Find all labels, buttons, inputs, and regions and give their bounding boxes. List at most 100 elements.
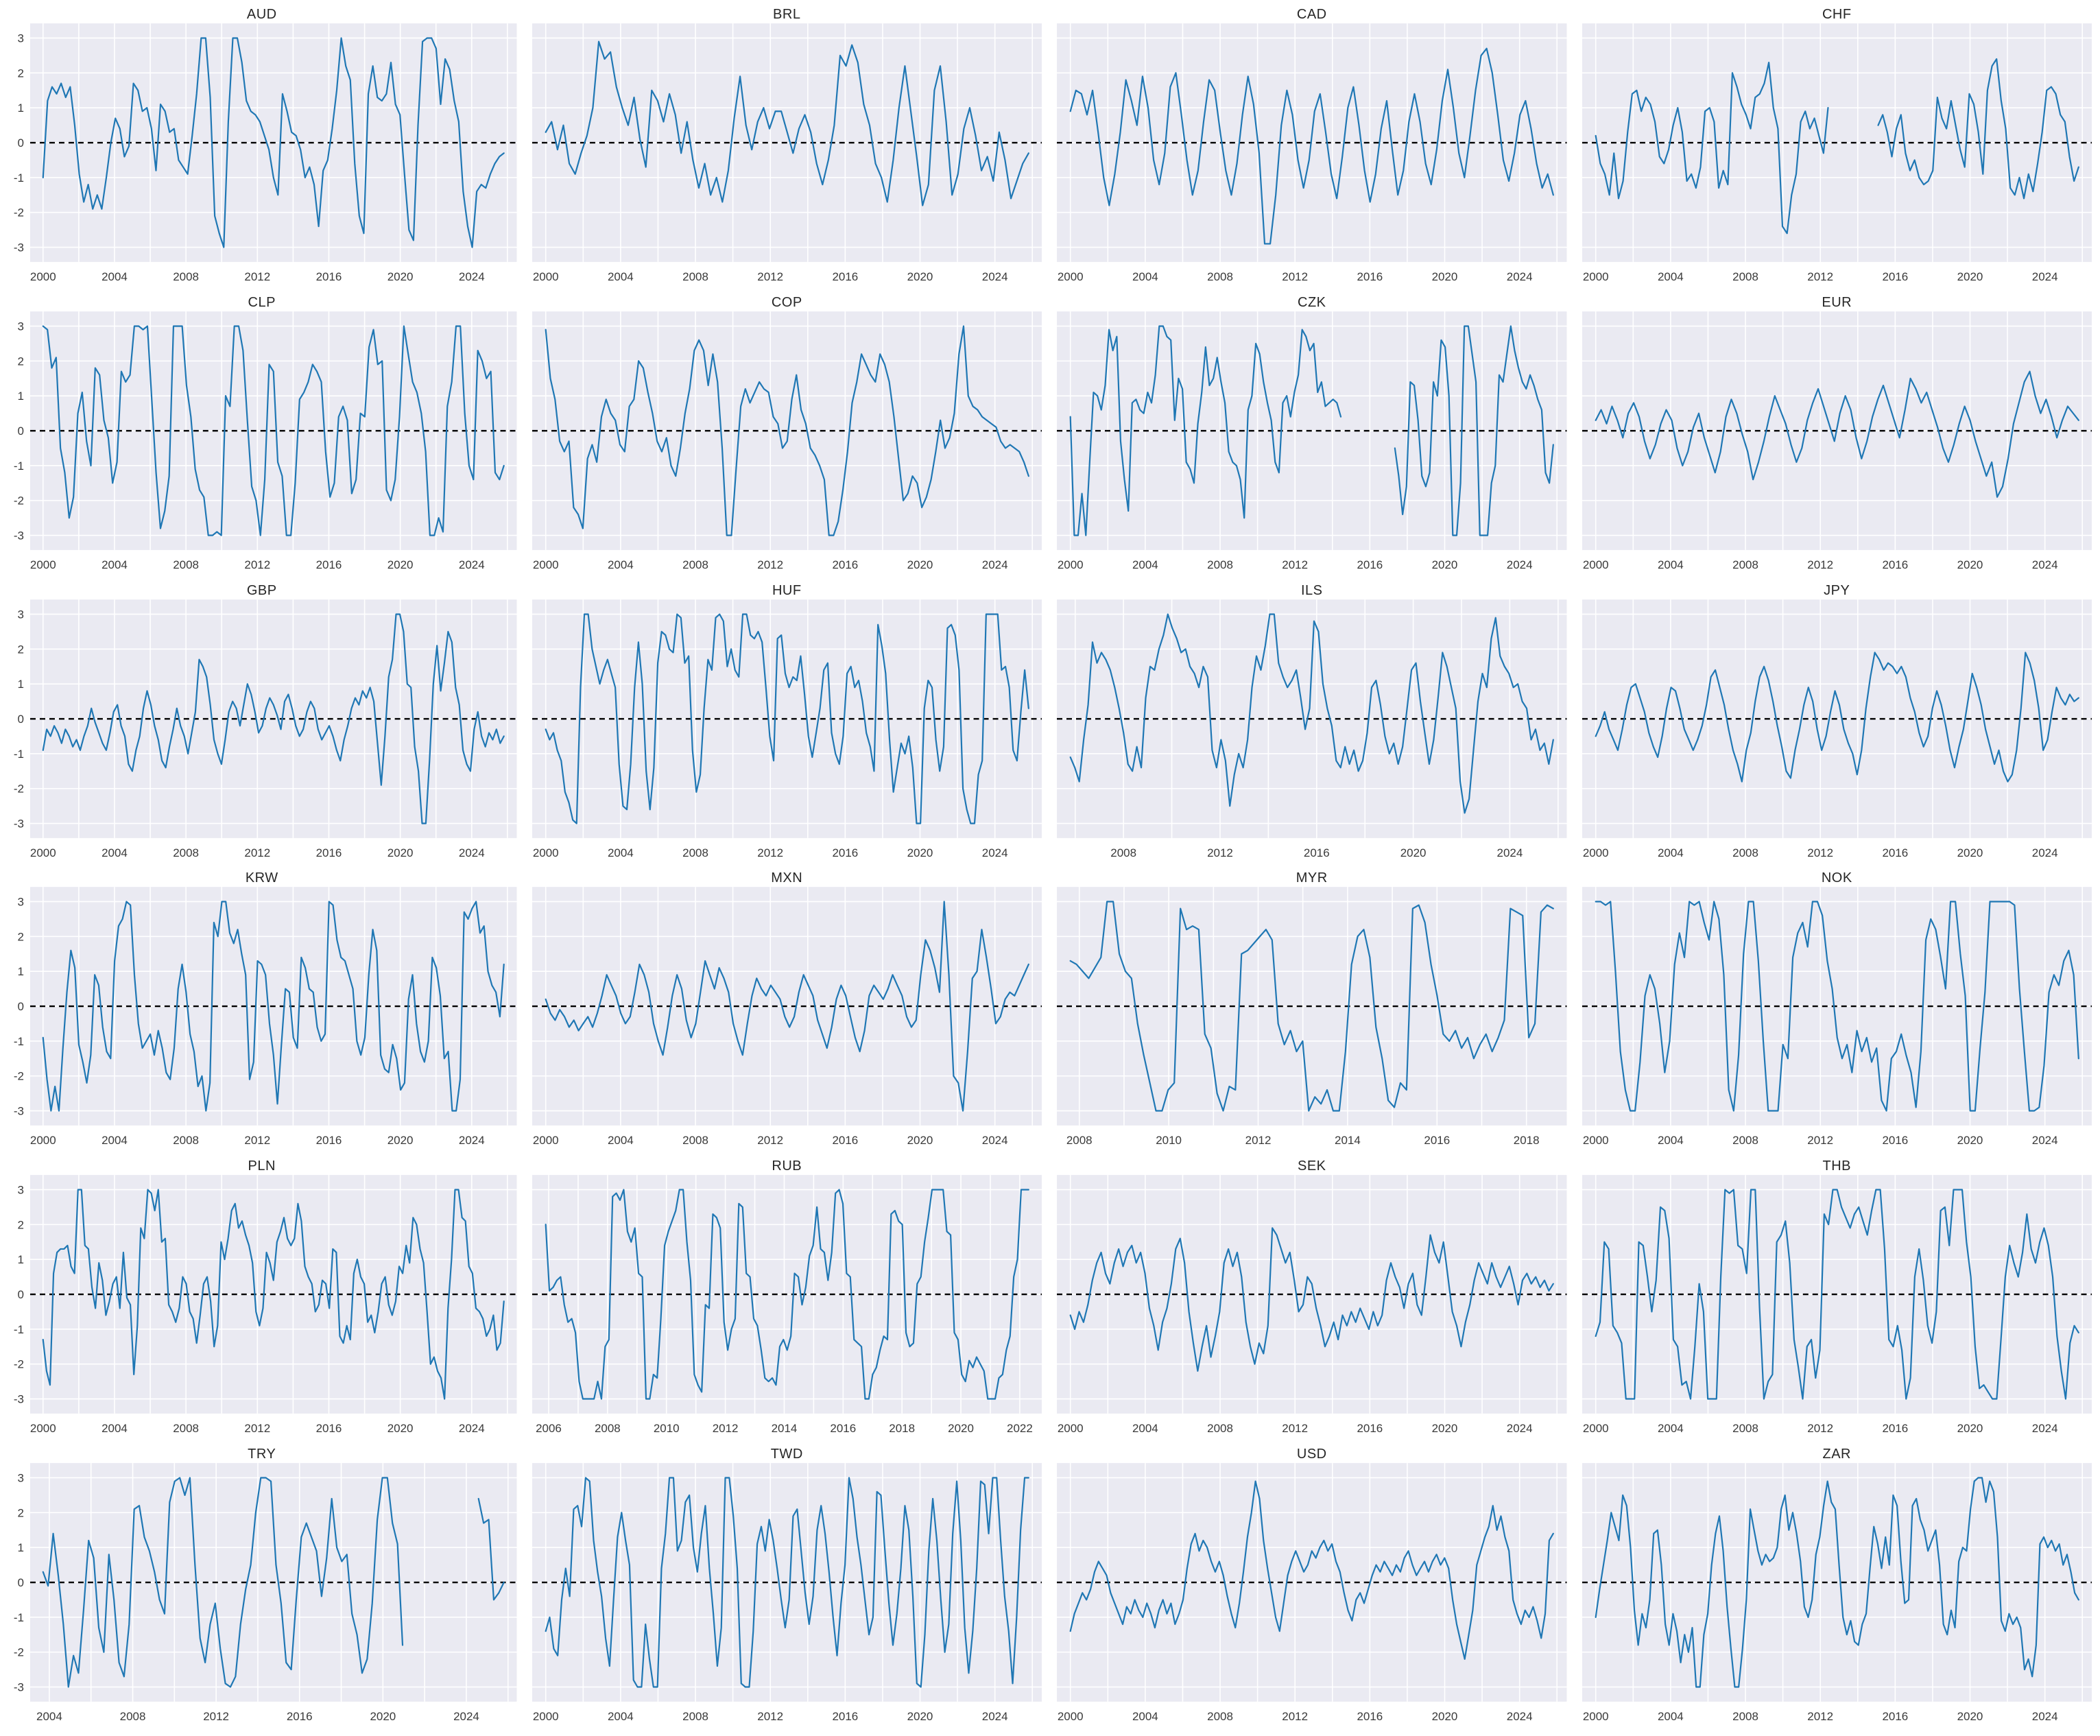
x-tick-label: 2008 xyxy=(1110,846,1136,859)
line-chart: 2000 2004 2008 2012 2016 2020 2024 xyxy=(532,599,1042,859)
line-chart: 2000 2004 2008 2012 2016 2020 2024 xyxy=(1057,23,1567,283)
x-tick-label: 2008 xyxy=(173,846,199,859)
x-tick-label: 2024 xyxy=(981,846,1007,859)
x-tick-label: 2016 xyxy=(316,558,342,571)
chart-panel-usd: USD 2000 2004 2008 2012 2016 2020 2024 xyxy=(1057,1445,1567,1731)
x-tick-label: 2004 xyxy=(1657,846,1683,859)
x-tick-label: 2008 xyxy=(682,558,708,571)
chart-panel-aud: AUD 2000 2004 2008 2012 2016 2020 2024 3 2 1 0 -1 -2 -… xyxy=(7,5,517,291)
x-tick-label: 2024 xyxy=(1497,846,1523,859)
x-tick-label: 2008 xyxy=(682,1710,708,1723)
x-tick-label: 2000 xyxy=(532,1710,558,1723)
x-tick-label: 2004 xyxy=(36,1710,62,1723)
x-tick-label: 2004 xyxy=(102,1422,128,1435)
panel-title: JPY xyxy=(1824,582,1850,598)
x-tick-label: 2020 xyxy=(370,1710,396,1723)
x-tick-label: 2020 xyxy=(907,1134,933,1147)
x-tick-label: 2020 xyxy=(387,558,414,571)
x-tick-label: 2024 xyxy=(981,558,1007,571)
y-tick-label: 2 xyxy=(18,931,24,944)
x-tick-label: 2020 xyxy=(907,270,933,283)
series-line xyxy=(42,37,505,248)
x-tick-label: 2012 xyxy=(1245,1134,1272,1147)
x-tick-label: 2020 xyxy=(907,1710,933,1723)
line-chart: 2000 2004 2008 2012 2016 2020 2024 xyxy=(1582,887,2092,1147)
x-tick-label: 2016 xyxy=(832,558,858,571)
series-line xyxy=(545,613,1029,824)
y-tick-label: 2 xyxy=(18,355,24,368)
y-tick-label: -2 xyxy=(14,1646,24,1659)
x-tick-label: 2014 xyxy=(1335,1134,1361,1147)
panel-title: USD xyxy=(1296,1447,1327,1462)
x-tick-label: 2004 xyxy=(1132,270,1158,283)
chart-panel-myr: MYR 2008 2010 2012 2014 2016 2018 xyxy=(1057,869,1567,1154)
series-line xyxy=(1069,901,1554,1113)
x-tick-label: 2016 xyxy=(1882,558,1908,571)
x-tick-label: 2012 xyxy=(244,558,270,571)
series-line xyxy=(1595,1477,2079,1688)
x-tick-label: 2020 xyxy=(387,846,414,859)
series-line xyxy=(545,901,1029,1113)
series-line xyxy=(42,901,505,1113)
y-tick-label: 0 xyxy=(18,425,24,438)
series-line xyxy=(1595,370,2079,498)
y-tick-label: 0 xyxy=(18,1000,24,1013)
x-tick-label: 2008 xyxy=(173,558,199,571)
y-tick-label: 1 xyxy=(18,1541,24,1554)
x-tick-label: 2012 xyxy=(1807,270,1833,283)
x-tick-label: 2016 xyxy=(1882,270,1908,283)
x-tick-label: 2024 xyxy=(459,1422,485,1435)
x-tick-label: 2004 xyxy=(1657,1710,1683,1723)
y-tick-label: -2 xyxy=(14,495,24,508)
panel-title: RUB xyxy=(772,1158,802,1174)
y-tick-label: 2 xyxy=(18,67,24,80)
panel-title: NOK xyxy=(1821,870,1852,886)
x-tick-label: 2012 xyxy=(1807,846,1833,859)
panel-title: EUR xyxy=(1822,294,1852,310)
x-tick-label: 2004 xyxy=(607,846,633,859)
x-tick-label: 2008 xyxy=(1732,1710,1758,1723)
x-tick-label: 2008 xyxy=(173,1422,199,1435)
panel-title: CZK xyxy=(1298,294,1326,310)
series-line xyxy=(42,325,505,536)
x-tick-label: 2024 xyxy=(1507,270,1533,283)
y-tick-label: 1 xyxy=(18,390,24,403)
y-tick-label: 3 xyxy=(18,32,24,45)
series-line xyxy=(1069,1480,1554,1661)
chart-panel-eur: EUR 2000 2004 2008 2012 2016 2020 2024 xyxy=(1582,294,2092,579)
x-tick-label: 2020 xyxy=(387,1134,414,1147)
y-tick-label: 1 xyxy=(18,1253,24,1266)
x-tick-label: 2020 xyxy=(907,558,933,571)
y-tick-label: 3 xyxy=(18,608,24,621)
x-tick-label: 2024 xyxy=(1507,1710,1533,1723)
series-line xyxy=(545,40,1029,206)
x-tick-label: 2012 xyxy=(1807,1134,1833,1147)
x-tick-label: 2008 xyxy=(1732,1422,1758,1435)
line-chart: 2000 2004 2008 2012 2016 2020 2024 3 2 1 0 -1 -2 -3 xyxy=(14,599,517,859)
chart-panel-nok: NOK 2000 2004 2008 2012 2016 2020 2024 xyxy=(1582,869,2092,1154)
chart-panel-sek: SEK 2000 2004 2008 2012 2016 2020 2024 xyxy=(1057,1157,1567,1442)
panel-title: PLN xyxy=(248,1158,276,1174)
panel-title: SEK xyxy=(1297,1158,1326,1174)
x-tick-label: 2012 xyxy=(244,846,270,859)
chart-panel-rub: RUB 2006 2008 2010 2012 2014 2016 2018 2020 2022 xyxy=(532,1157,1042,1442)
y-tick-label: -2 xyxy=(14,782,24,795)
panel-title: TWD xyxy=(770,1447,803,1462)
panel-title: CLP xyxy=(248,294,276,310)
panel-title: MXN xyxy=(771,870,803,886)
chart-panel-ils: ILS 2008 2012 2016 2020 2024 xyxy=(1057,582,1567,867)
y-tick-label: 0 xyxy=(18,1576,24,1589)
panel-title: MYR xyxy=(1296,870,1328,886)
x-tick-label: 2020 xyxy=(1957,1422,1983,1435)
line-chart: 2004 2008 2012 2016 2020 2024 3 2 1 0 -1 -2 -3 xyxy=(14,1463,517,1723)
y-tick-label: -2 xyxy=(14,206,24,219)
x-tick-label: 2018 xyxy=(1514,1134,1540,1147)
x-tick-label: 2012 xyxy=(1807,1422,1833,1435)
x-tick-label: 2016 xyxy=(316,1134,342,1147)
x-tick-label: 2012 xyxy=(1207,846,1233,859)
x-tick-label: 2004 xyxy=(1657,1422,1683,1435)
x-tick-label: 2024 xyxy=(981,1710,1007,1723)
x-tick-label: 2000 xyxy=(30,558,56,571)
panel-title: GBP xyxy=(246,582,277,598)
